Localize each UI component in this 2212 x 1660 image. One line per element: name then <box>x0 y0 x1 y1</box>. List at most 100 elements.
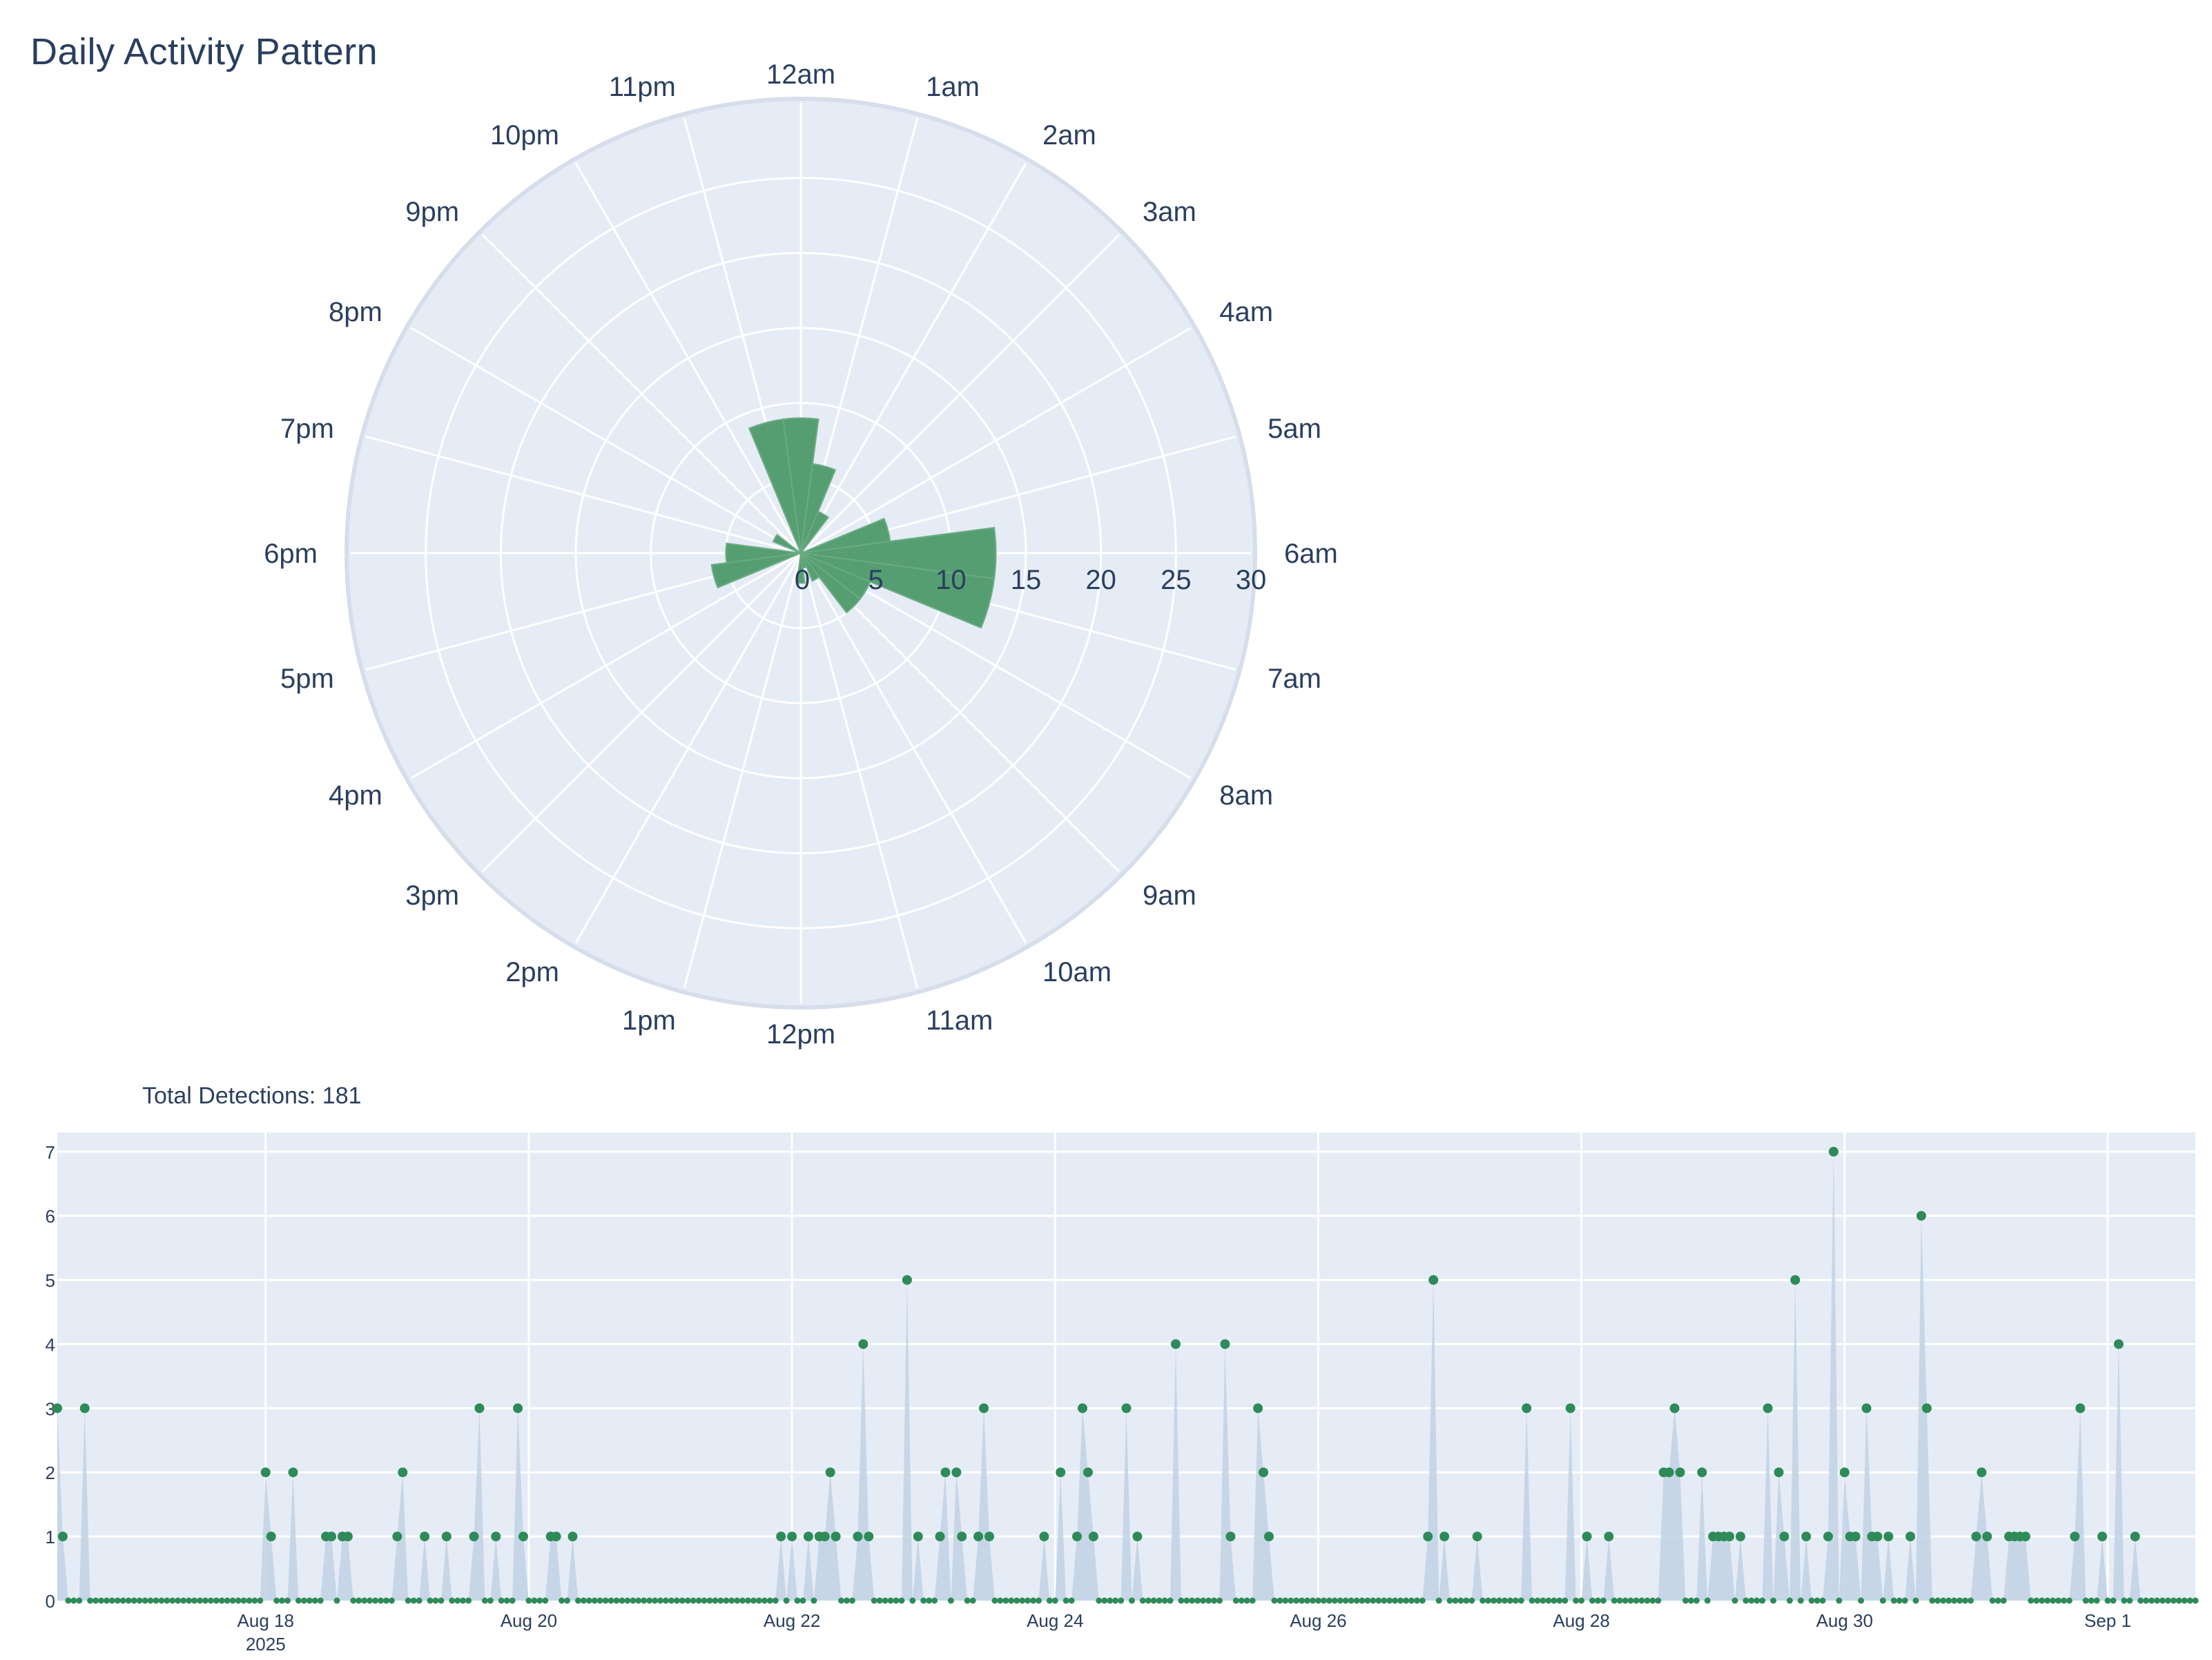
detection-point <box>2033 1597 2040 1604</box>
x-tick-year-label: 2025 <box>246 1634 286 1654</box>
detection-point <box>1622 1597 1629 1604</box>
detection-point <box>1912 1597 1919 1604</box>
detection-point <box>1638 1597 1645 1604</box>
detection-point <box>288 1467 298 1478</box>
detection-point <box>93 1597 99 1604</box>
detection-point <box>1697 1467 1707 1478</box>
detection-point <box>153 1597 159 1604</box>
y-tick-label: 0 <box>46 1591 55 1612</box>
detection-point <box>531 1597 538 1604</box>
angular-tick-label: 8pm <box>329 297 382 327</box>
detection-point <box>2070 1532 2080 1542</box>
detection-point <box>1644 1597 1651 1604</box>
detection-point <box>536 1597 543 1604</box>
detection-point <box>2175 1597 2182 1604</box>
detection-point <box>158 1597 165 1604</box>
detection-point <box>898 1597 905 1604</box>
detection-point <box>2044 1597 2051 1604</box>
detection-point <box>951 1467 962 1478</box>
detection-point <box>465 1597 472 1604</box>
detection-point <box>630 1597 637 1604</box>
detection-point <box>1457 1597 1464 1604</box>
detection-point <box>991 1597 998 1604</box>
detection-point <box>864 1532 874 1542</box>
y-tick-label: 4 <box>46 1334 55 1355</box>
detection-point <box>1063 1597 1069 1604</box>
detection-point <box>405 1597 411 1604</box>
detection-point <box>1170 1339 1181 1349</box>
detection-point <box>1556 1597 1563 1604</box>
detection-point <box>913 1532 923 1542</box>
detection-point <box>76 1597 83 1604</box>
detection-point <box>487 1597 494 1604</box>
detection-point <box>1051 1597 1058 1604</box>
detection-point <box>114 1597 121 1604</box>
detection-point <box>1573 1597 1580 1604</box>
polar-bar-6pm <box>725 542 802 564</box>
detection-point <box>1121 1403 1132 1413</box>
angular-tick-label: 4am <box>1219 297 1273 327</box>
radial-tick-label: 0 <box>795 565 810 595</box>
angular-tick-label: 7pm <box>280 414 334 444</box>
angular-tick-label: 10pm <box>490 120 559 151</box>
detection-point <box>2055 1597 2061 1604</box>
detection-point <box>1896 1597 1903 1604</box>
detection-point <box>1446 1597 1453 1604</box>
angular-tick-label: 9am <box>1143 880 1196 911</box>
detection-point <box>454 1597 461 1604</box>
y-tick-label: 3 <box>46 1398 55 1419</box>
detection-point <box>1282 1597 1289 1604</box>
detection-point <box>1790 1275 1801 1285</box>
detection-point <box>1194 1597 1201 1604</box>
detection-point <box>1314 1597 1321 1604</box>
detection-point <box>125 1597 132 1604</box>
detection-point <box>1512 1597 1519 1604</box>
detection-point <box>229 1597 236 1604</box>
detection-point <box>1019 1597 1026 1604</box>
detection-point <box>1167 1597 1174 1604</box>
detection-point <box>701 1597 708 1604</box>
detection-point <box>1107 1597 1114 1604</box>
angular-tick-label: 3am <box>1143 197 1196 227</box>
detection-point <box>766 1597 773 1604</box>
detection-point <box>1150 1597 1157 1604</box>
detection-point <box>1786 1597 1793 1604</box>
detection-point <box>196 1597 203 1604</box>
detection-point <box>1929 1597 1936 1604</box>
detection-point <box>513 1403 523 1413</box>
detection-point <box>608 1597 614 1604</box>
detection-point <box>1495 1597 1502 1604</box>
detection-point <box>1540 1597 1546 1604</box>
detection-point <box>1039 1532 1049 1542</box>
detection-point <box>498 1597 505 1604</box>
detection-point <box>635 1597 642 1604</box>
detection-point <box>361 1597 368 1604</box>
detection-point <box>728 1597 735 1604</box>
detection-point <box>1872 1532 1883 1542</box>
detection-point <box>1901 1597 1908 1604</box>
detection-point <box>596 1597 603 1604</box>
detection-point <box>997 1597 1004 1604</box>
detection-point <box>1200 1597 1207 1604</box>
detection-point <box>1243 1597 1250 1604</box>
angular-tick-label: 12am <box>766 59 835 90</box>
detection-point <box>2066 1597 2073 1604</box>
angular-tick-label: 3pm <box>405 880 459 911</box>
detection-point <box>1101 1597 1108 1604</box>
detection-point <box>613 1597 620 1604</box>
detection-point <box>1304 1597 1311 1604</box>
detection-point <box>410 1597 417 1604</box>
detection-point <box>1271 1597 1278 1604</box>
detection-point <box>388 1597 395 1604</box>
x-tick-label: Aug 26 <box>1290 1610 1346 1631</box>
detection-point <box>2121 1597 2128 1604</box>
detection-point <box>1277 1597 1283 1604</box>
angular-tick-label: 2am <box>1042 120 1096 151</box>
detection-point <box>973 1532 984 1542</box>
detection-point <box>2181 1597 2188 1604</box>
detection-point <box>1419 1597 1426 1604</box>
angular-tick-label: 2pm <box>505 957 559 987</box>
timeseries-plot-area: 0 1 2 3 4 5 6 7 Aug 18 2025 Aug 20 Aug 22 Aug 24 Aug … <box>46 1132 2199 1654</box>
detection-point <box>1850 1532 1861 1542</box>
detection-point <box>306 1597 313 1604</box>
